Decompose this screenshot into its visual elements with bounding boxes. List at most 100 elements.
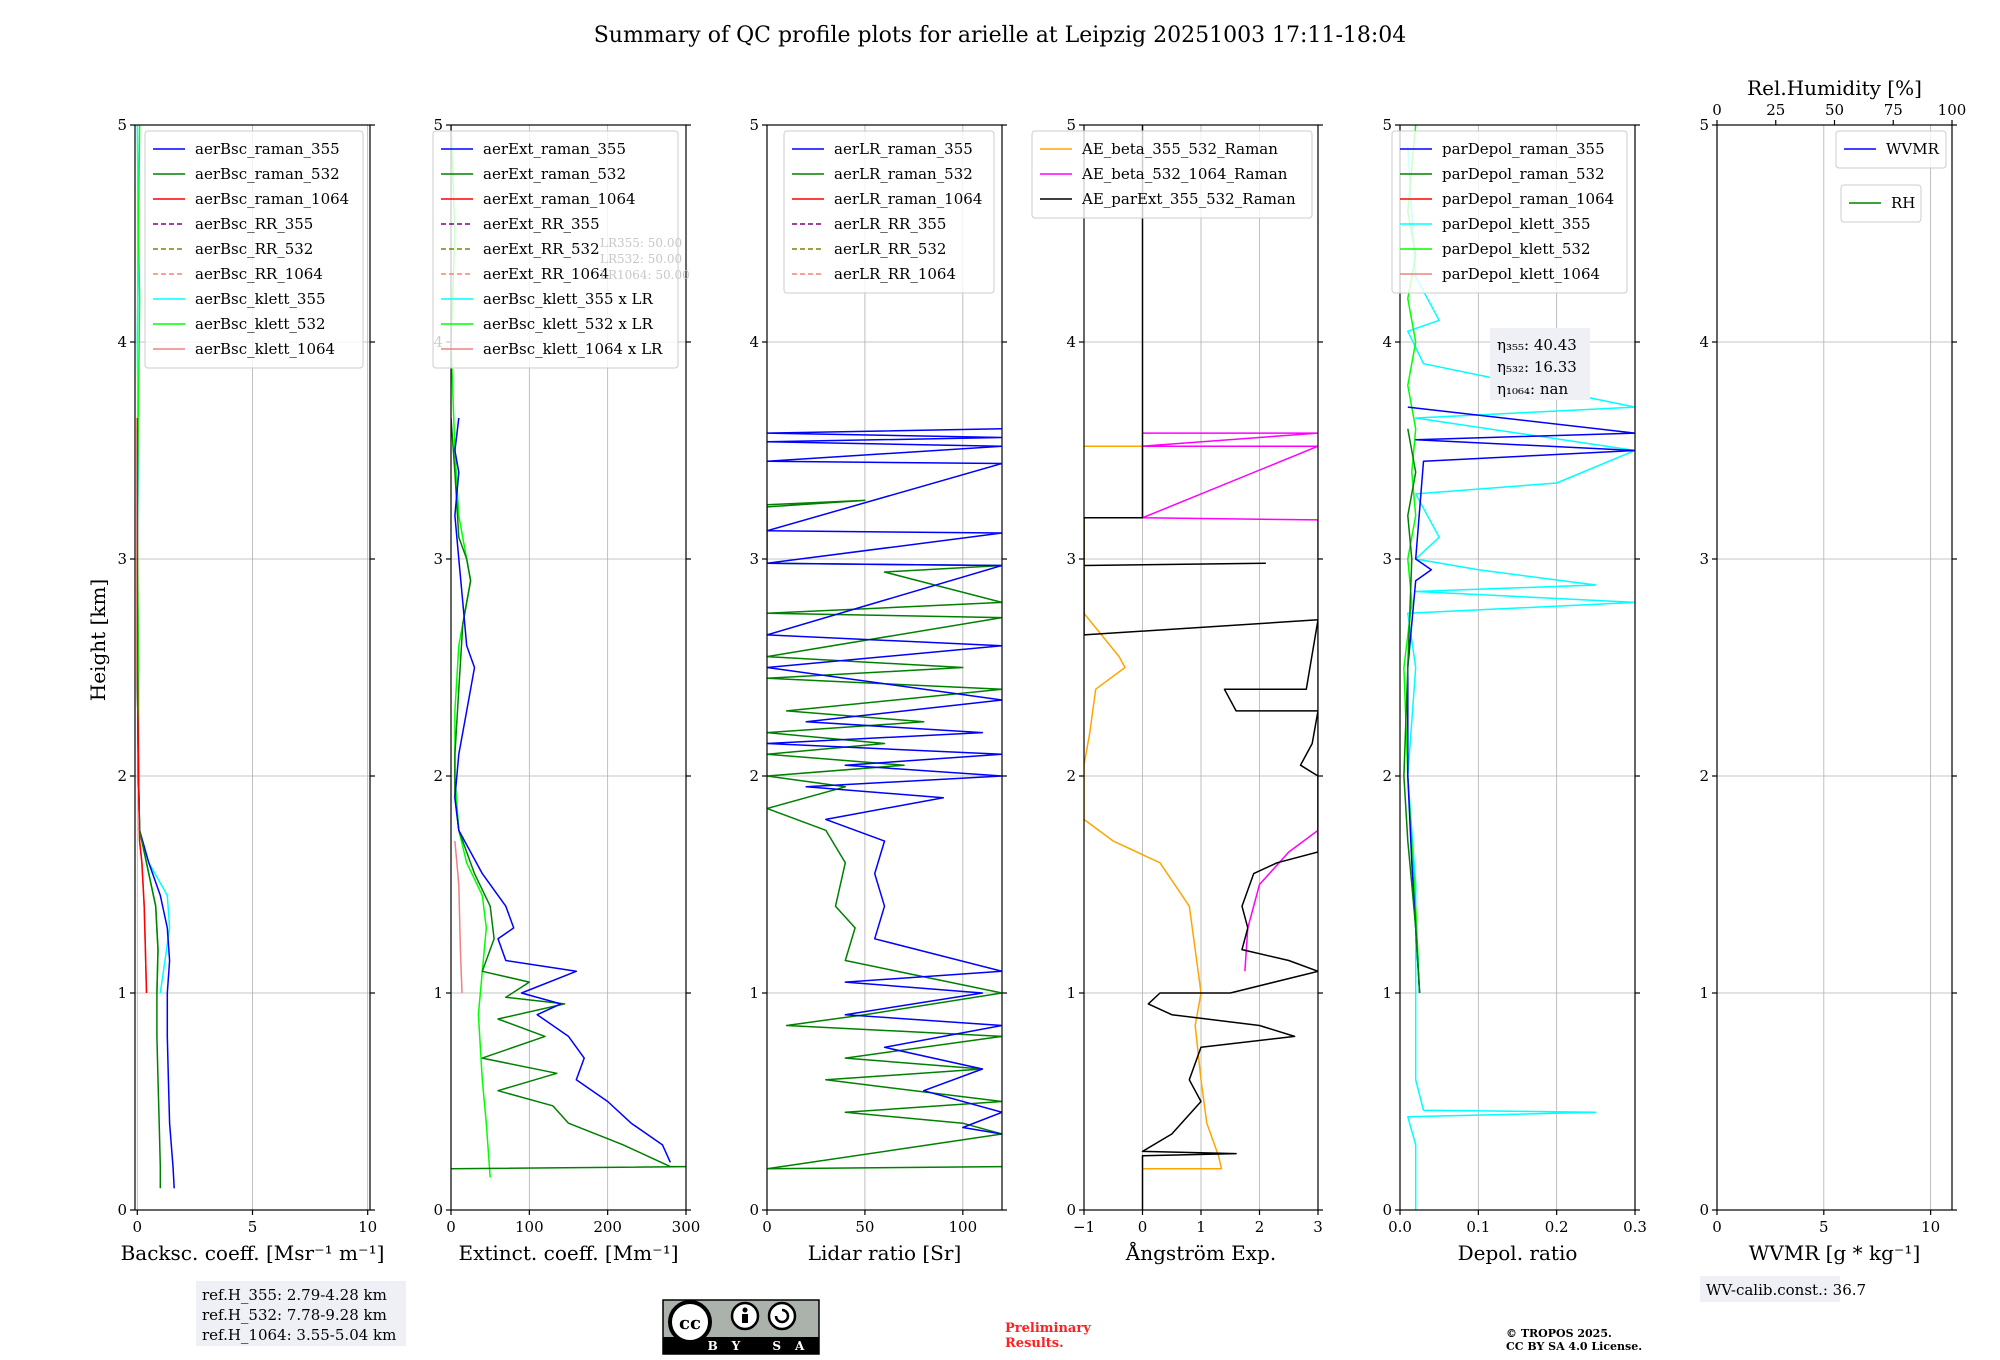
legend-label: aerLR_RR_532: [834, 240, 946, 258]
ref-height-box-bg: [196, 1281, 406, 1346]
legend-label: aerBsc_RR_532: [195, 240, 313, 258]
y-tick-label: 4: [1699, 333, 1709, 351]
y-tick-label: 1: [117, 984, 127, 1002]
legend-label: parDepol_raman_532: [1442, 165, 1605, 183]
wv-calib-const: WV-calib.const.: 36.7: [1706, 1281, 1866, 1299]
y-tick-label: 0: [117, 1201, 127, 1219]
top-tick-label: 25: [1766, 101, 1785, 119]
preliminary-line-2: Results.: [1005, 1336, 1064, 1351]
x-tick-label: 10: [1921, 1218, 1940, 1236]
legend-label: AE_parExt_355_532_Raman: [1081, 190, 1296, 208]
x-axis-label: Depol. ratio: [1458, 1241, 1578, 1265]
panel-extinction: 0123450100200300Extinct. coeff. [Mm⁻¹]ae…: [432, 116, 701, 1265]
x-tick-label: −1: [1073, 1218, 1095, 1236]
legend-label: parDepol_klett_355: [1442, 215, 1591, 233]
ref-height-532: ref.H_532: 7.78-9.28 km: [202, 1306, 387, 1324]
y-tick-label: 3: [749, 550, 759, 568]
x-axis-label: Extinct. coeff. [Mm⁻¹]: [458, 1241, 678, 1265]
series-parDepol_raman_532: [1403, 428, 1421, 994]
x-tick-label: 300: [672, 1218, 701, 1236]
top-tick-label: 0: [1712, 101, 1722, 119]
y-tick-label: 3: [433, 550, 443, 568]
y-tick-label: 0: [433, 1201, 443, 1219]
cc-by-sa-badge: cc BY SA: [662, 1299, 820, 1355]
legend-label: parDepol_klett_532: [1442, 240, 1591, 258]
series-parDepol_klett_355: [1407, 146, 1635, 1210]
legend-label: aerExt_raman_355: [483, 140, 626, 158]
y-tick-label: 2: [117, 767, 127, 785]
y-axis-label: Height [km]: [86, 579, 110, 701]
y-tick-label: 3: [1382, 550, 1392, 568]
legend-label: AE_beta_355_532_Raman: [1081, 140, 1278, 158]
x-tick-label: 0.3: [1623, 1218, 1647, 1236]
legend-label: parDepol_klett_1064: [1442, 265, 1600, 283]
series-aerBsc_raman_355: [136, 428, 175, 1189]
series-aerExt_raman_532: [451, 417, 686, 1170]
y-tick-label: 3: [1699, 550, 1709, 568]
legend-label: aerExt_RR_1064: [483, 265, 609, 283]
x-tick-label: 100: [515, 1218, 544, 1236]
legend-label: aerExt_raman_1064: [483, 190, 636, 208]
y-tick-label: 5: [433, 116, 443, 134]
y-tick-label: 0: [749, 1201, 759, 1219]
series-aerExt_raman_355: [454, 417, 671, 1163]
x-tick-label: 50: [855, 1218, 874, 1236]
series-AE_parExt_355_532_Raman: [1084, 125, 1318, 1210]
series-AE_beta_532_1064_Raman: [1141, 432, 1318, 972]
legend-rh: RH: [1840, 184, 1922, 223]
x-tick-label: 2: [1255, 1218, 1265, 1236]
y-tick-label: 5: [1699, 116, 1709, 134]
by-icon-body: [742, 1314, 748, 1323]
y-tick-label: 1: [1699, 984, 1709, 1002]
y-tick-label: 4: [749, 333, 759, 351]
y-tick-label: 2: [749, 767, 759, 785]
legend-label: WVMR: [1886, 140, 1940, 158]
x-tick-label: 5: [1819, 1218, 1829, 1236]
legend-label: aerBsc_klett_1064: [195, 340, 335, 358]
x-tick-label: 0: [133, 1218, 143, 1236]
series-group: [1084, 125, 1318, 1210]
series-group: [136, 125, 175, 1189]
legend: parDepol_raman_355 parDepol_raman_532 parD…: [1391, 130, 1628, 294]
series-group: [767, 428, 1002, 1170]
top-tick-label: 75: [1884, 101, 1903, 119]
y-tick-label: 1: [1382, 984, 1392, 1002]
y-tick-label: 4: [117, 333, 127, 351]
legend: aerBsc_raman_355 aerBsc_raman_532 aerBsc_r…: [144, 130, 364, 369]
legend-box: [783, 130, 995, 294]
y-tick-label: 3: [117, 550, 127, 568]
axes-frame: [1399, 124, 1636, 1211]
axes-frame: [766, 124, 1003, 1211]
y-tick-label: 4: [1382, 333, 1392, 351]
legend-label: aerBsc_raman_532: [195, 165, 340, 183]
y-tick-label: 1: [749, 984, 759, 1002]
legend-box: [144, 130, 364, 369]
legend-label: aerBsc_raman_1064: [195, 190, 349, 208]
legend-label: parDepol_raman_355: [1442, 140, 1605, 158]
legend-label: aerBsc_raman_355: [195, 140, 340, 158]
panel-depolarization: 0 1 2 3 4 5 0.0 0.1 0.2 0.3 Depol. ratio parDepol_r…: [1382, 116, 1646, 1265]
y-tick-label: 2: [433, 767, 443, 785]
series-aerBsc_klett_1064 x LR: [454, 841, 463, 994]
eta-box: η₃₅₅: 40.43 η₅₃₂: 16.33 η₁₀₆₄: nan: [1490, 328, 1590, 400]
y-tick-label: 4: [1066, 333, 1076, 351]
legend-label: parDepol_raman_1064: [1442, 190, 1614, 208]
axes-frame: [1716, 124, 1953, 1211]
legend: AE_beta_355_532_Raman AE_beta_532_1064_Ra…: [1031, 130, 1313, 219]
legend-label: aerBsc_RR_1064: [195, 265, 323, 283]
legend-box: [1391, 130, 1628, 294]
grid: [1717, 125, 1952, 1210]
legend: WVMR: [1835, 130, 1947, 169]
x-tick-label: 1: [1196, 1218, 1206, 1236]
legend-label: aerExt_RR_532: [483, 240, 600, 258]
legend-label: aerBsc_klett_532 x LR: [483, 315, 654, 333]
legend-label: aerLR_RR_355: [834, 215, 946, 233]
eta-box-bg: [1490, 328, 1590, 400]
x-tick-label: 100: [949, 1218, 978, 1236]
legend-label: aerBsc_klett_355: [195, 290, 326, 308]
wv-calib-box-bg: [1700, 1276, 1840, 1302]
series-aerLR_raman_532: [767, 499, 1002, 1170]
y-tick-label: 5: [1382, 116, 1392, 134]
y-tick-label: 2: [1699, 767, 1709, 785]
x-axis-label: Lidar ratio [Sr]: [808, 1241, 962, 1265]
